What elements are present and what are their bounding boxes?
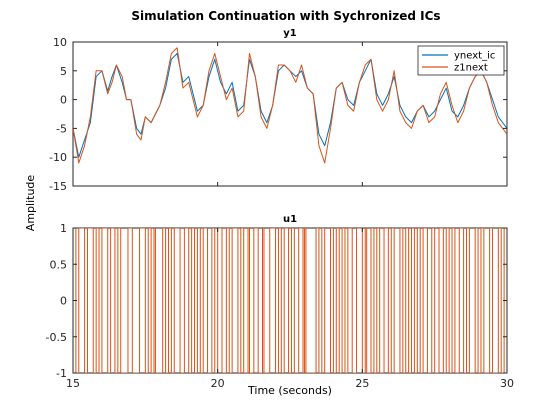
series-line-u1-0 xyxy=(73,228,507,373)
plot-area xyxy=(73,228,507,373)
x-tick-label: 15 xyxy=(66,377,80,390)
series-line-z1next xyxy=(73,47,507,164)
figure-title: Simulation Continuation with Sychronized… xyxy=(131,9,440,23)
legend-box xyxy=(417,45,505,76)
plot-area xyxy=(73,47,507,164)
y-tick-label: 5 xyxy=(60,65,67,78)
y-tick-label: 1 xyxy=(60,222,67,235)
x-tick-label: 30 xyxy=(500,377,514,390)
legend-entry: z1next xyxy=(454,63,488,74)
y-tick-label: -10 xyxy=(49,151,67,164)
y-axis-label: Amplitude xyxy=(24,175,37,232)
axes-box xyxy=(72,227,508,374)
series-line-ynext_ic xyxy=(73,53,507,158)
u1-axes: u1 -1 -0.5 0 0.5 1 15 20 25 30 xyxy=(46,214,514,390)
y-tick-label: -0.5 xyxy=(46,331,67,344)
y-tick-label: -15 xyxy=(49,180,67,193)
y-tick-label: -1 xyxy=(56,367,67,380)
x-axis-label: Time (seconds) xyxy=(247,384,332,397)
y-tick-label: 0 xyxy=(60,94,67,107)
legend-entry: ynext_ic xyxy=(454,51,495,62)
subplot-title: y1 xyxy=(283,28,297,39)
x-tick-label: 20 xyxy=(211,377,225,390)
y-tick-label: 0.5 xyxy=(50,258,68,271)
x-tick-label: 25 xyxy=(355,377,369,390)
y-tick-label: 0 xyxy=(60,295,67,308)
subplot-title: u1 xyxy=(283,214,297,225)
y-tick-label: 10 xyxy=(53,36,67,49)
y-tick-label: -5 xyxy=(56,122,67,135)
